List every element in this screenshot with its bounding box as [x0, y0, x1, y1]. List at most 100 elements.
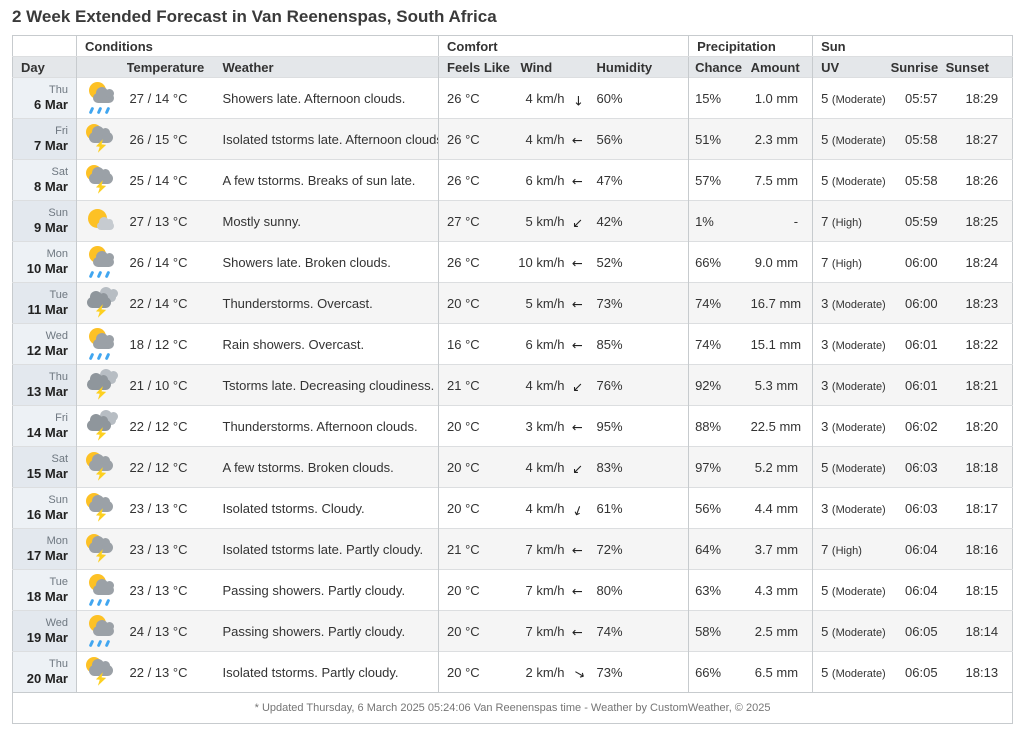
humidity-cell: 80%: [590, 569, 689, 611]
precip-chance-cell: 57%: [688, 159, 751, 201]
wind-direction-cell: ↑: [566, 528, 591, 570]
weather-icon-cell: [76, 77, 127, 119]
table-row: Mon 17 Mar 23 / 13 °C Isolated tstorms l…: [12, 528, 1013, 570]
cloud-shape: [86, 373, 111, 390]
wind-speed-cell: 5 km/h: [512, 282, 567, 324]
uv-cell: 5 (Moderate): [812, 118, 891, 160]
day-date[interactable]: 7 Mar: [34, 137, 68, 153]
day-date[interactable]: 13 Mar: [26, 383, 68, 399]
day-cell: Mon 17 Mar: [12, 528, 77, 570]
weather-icon[interactable]: [84, 204, 120, 238]
weather-summary-cell: Isolated tstorms. Partly cloudy.: [216, 651, 439, 693]
day-cell: Fri 7 Mar: [12, 118, 77, 160]
weather-icon-cell: [76, 651, 127, 693]
sunset-cell: 18:25: [945, 200, 1013, 242]
uv-value: 3: [821, 295, 829, 311]
weather-icon[interactable]: [84, 286, 120, 320]
wind-speed-cell: 4 km/h: [512, 118, 567, 160]
column-group-day-spacer: [12, 35, 77, 57]
weather-icon[interactable]: [84, 409, 120, 443]
weather-summary-cell: A few tstorms. Broken clouds.: [216, 446, 439, 488]
weather-icon[interactable]: [84, 122, 120, 156]
column-group-comfort: Comfort: [438, 35, 689, 57]
temperature-cell: 22 / 13 °C: [126, 651, 217, 693]
weather-icon[interactable]: [84, 573, 120, 607]
uv-level: (Moderate): [831, 462, 886, 475]
column-group-conditions: Conditions: [75, 35, 439, 57]
weather-icon[interactable]: [84, 655, 120, 689]
sunrise-cell: 06:00: [890, 282, 946, 324]
wind-direction-arrow: ↑: [571, 134, 587, 146]
temperature-cell: 18 / 12 °C: [126, 323, 217, 365]
precip-amount-cell: 4.3 mm: [750, 569, 813, 611]
column-header-sunset: Sunset: [945, 56, 1013, 78]
weather-icon[interactable]: [84, 491, 120, 525]
day-date[interactable]: 10 Mar: [26, 260, 68, 276]
weather-icon[interactable]: [84, 368, 120, 402]
precip-amount-cell: 4.4 mm: [750, 487, 813, 529]
sunrise-cell: 06:04: [890, 528, 946, 570]
precip-amount-cell: 6.5 mm: [750, 651, 813, 693]
day-name: Sun: [48, 206, 68, 219]
humidity-cell: 73%: [590, 651, 689, 693]
weather-icon[interactable]: [84, 450, 120, 484]
temperature-cell: 27 / 13 °C: [126, 200, 217, 242]
sunset-cell: 18:22: [945, 323, 1013, 365]
day-date[interactable]: 18 Mar: [26, 588, 68, 604]
weather-summary-cell: Showers late. Afternoon clouds.: [216, 77, 439, 119]
wind-direction-cell: ↑: [566, 364, 591, 406]
precip-amount-cell: 15.1 mm: [750, 323, 813, 365]
uv-level: (Moderate): [831, 380, 886, 393]
day-date[interactable]: 6 Mar: [34, 96, 68, 112]
column-group-precipitation: Precipitation: [688, 35, 813, 57]
column-header-feels-like: Feels Like: [438, 56, 513, 78]
day-date[interactable]: 15 Mar: [26, 465, 68, 481]
uv-cell: 3 (Moderate): [812, 323, 891, 365]
table-row: Thu 13 Mar 21 / 10 °C Tstorms late. Decr…: [12, 364, 1013, 406]
weather-summary-cell: Isolated tstorms late. Partly cloudy.: [216, 528, 439, 570]
cloud-shape: [88, 167, 113, 184]
precip-amount-cell: 2.3 mm: [750, 118, 813, 160]
table-row: Fri 7 Mar 26 / 15 °C Isolated tstorms la…: [12, 118, 1013, 160]
day-date[interactable]: 14 Mar: [26, 424, 68, 440]
wind-direction-arrow: ↑: [571, 585, 587, 597]
uv-value: 7: [821, 541, 829, 557]
weather-icon[interactable]: [84, 532, 120, 566]
precip-chance-cell: 63%: [688, 569, 751, 611]
day-date[interactable]: 11 Mar: [27, 301, 68, 317]
weather-icon[interactable]: [84, 245, 120, 279]
uv-value: 3: [821, 336, 829, 352]
day-date[interactable]: 20 Mar: [26, 670, 68, 686]
day-date[interactable]: 16 Mar: [26, 506, 68, 522]
wind-direction-cell: ↑: [566, 200, 591, 242]
precip-chance-cell: 58%: [688, 610, 751, 652]
precip-amount-cell: 16.7 mm: [750, 282, 813, 324]
feels-like-cell: 27 °C: [438, 200, 513, 242]
precip-amount-cell: 1.0 mm: [750, 77, 813, 119]
cloud-shape: [88, 659, 113, 676]
precip-chance-cell: 74%: [688, 323, 751, 365]
wind-direction-cell: ↑: [566, 569, 591, 611]
column-header-weather: Weather: [216, 56, 439, 78]
table-row: Tue 11 Mar 22 / 14 °C Thunderstorms. Ove…: [12, 282, 1013, 324]
day-date[interactable]: 19 Mar: [26, 629, 68, 645]
uv-value: 3: [821, 500, 829, 516]
precip-chance-cell: 1%: [688, 200, 751, 242]
weather-icon[interactable]: [84, 163, 120, 197]
day-date[interactable]: 12 Mar: [26, 342, 68, 358]
precip-amount-cell: 2.5 mm: [750, 610, 813, 652]
day-name: Wed: [45, 329, 68, 342]
rain-drops-shape: [88, 106, 116, 115]
cloud-shape: [88, 536, 113, 553]
day-date[interactable]: 8 Mar: [34, 178, 68, 194]
weather-icon[interactable]: [84, 81, 120, 115]
day-date[interactable]: 9 Mar: [34, 219, 68, 235]
day-date[interactable]: 17 Mar: [26, 547, 68, 563]
column-header-chance: Chance: [688, 56, 751, 78]
table-row: Thu 20 Mar 22 / 13 °C Isolated tstorms. …: [12, 651, 1013, 693]
weather-icon[interactable]: [84, 614, 120, 648]
wind-speed-cell: 4 km/h: [512, 446, 567, 488]
weather-icon[interactable]: [84, 327, 120, 361]
table-row: Sat 15 Mar 22 / 12 °C A few tstorms. Bro…: [12, 446, 1013, 488]
weather-icon-cell: [76, 487, 127, 529]
